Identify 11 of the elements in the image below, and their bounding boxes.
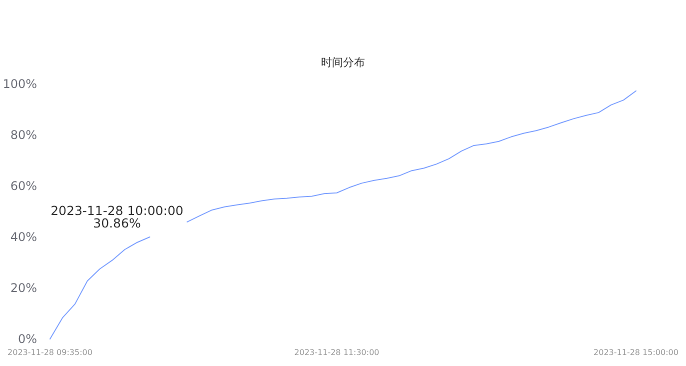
y-tick-label: 0% — [18, 332, 37, 346]
x-tick-label: 2023-11-28 11:30:00 — [294, 348, 380, 357]
x-tick-label: 2023-11-28 15:00:00 — [594, 348, 678, 357]
y-tick-label: 60% — [10, 179, 37, 193]
x-tick-label: 2023-11-28 09:35:00 — [8, 348, 92, 357]
y-tick-label: 40% — [10, 230, 37, 244]
y-tick-label: 20% — [10, 281, 37, 295]
y-tick-label: 100% — [2, 77, 37, 91]
annotation: 2023-11-28 10:00:00 30.86% — [50, 203, 184, 230]
y-tick-label: 80% — [10, 128, 37, 142]
chart-title: 时间分布 — [321, 56, 365, 69]
